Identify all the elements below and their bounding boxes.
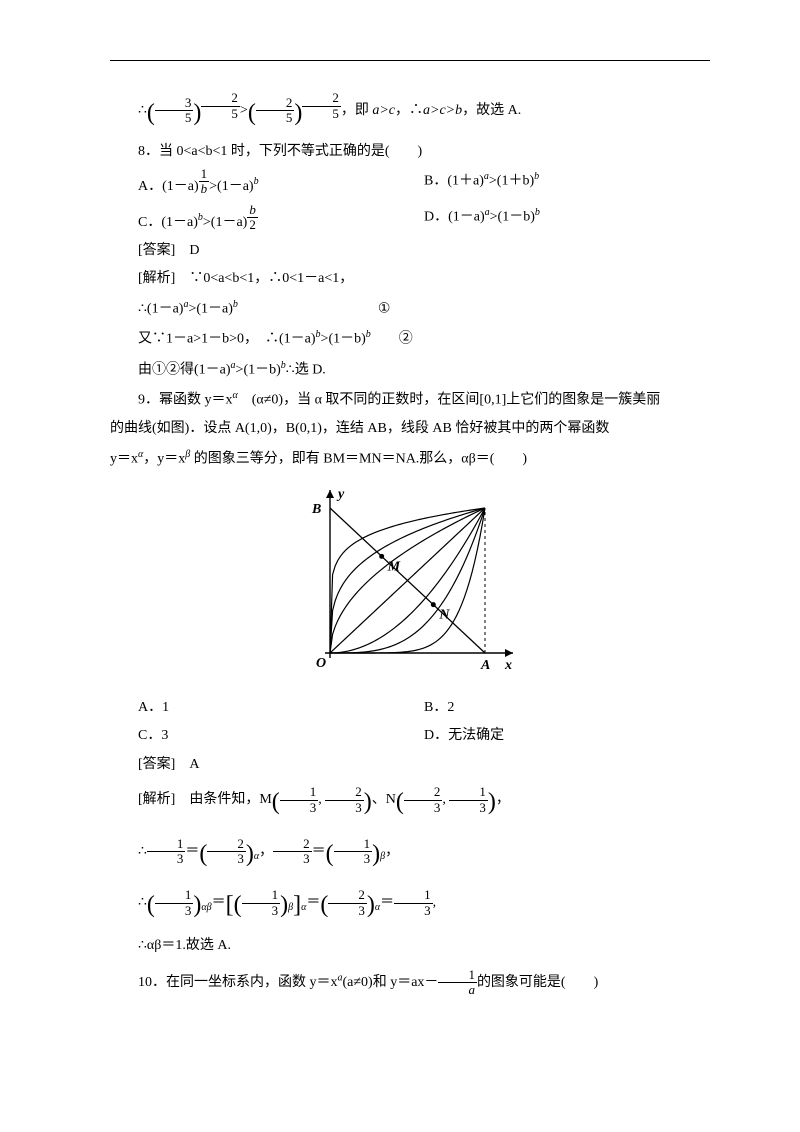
q8-expl-2: ∴(1－a)a>(1－a)b① [110,295,710,323]
q10-s1: 10．在同一坐标系内，函数 y＝x [138,975,338,990]
q8-e3-pre: 又∵1－a>1－b>0， ∴(1－a) [138,332,316,347]
therefore: ∴ [138,103,147,118]
svg-text:x: x [504,658,512,673]
q8b-mid: >(1＋b) [489,174,534,189]
q7-tail: ∴(35)25>(25)25，即 a>c，∴a>c>b，故选 A. [110,91,710,137]
top-rule [110,60,710,61]
q9-expl-1: [解析] 由条件知，M(13, 23)、N(23, 13)， [110,780,710,826]
q9-option-a: A．1 [110,695,424,722]
q8d-mid: >(1－b) [490,209,535,224]
q8-option-c: C．(1－a)b>(1－a)b2 [110,203,424,236]
q8-option-b: B．(1＋a)a>(1＋b)b [424,167,710,200]
svg-text:B: B [311,502,321,517]
q9-tail1: ， [496,792,510,807]
q9-answer: [答案] A [110,752,710,779]
q8b-e2: b [534,171,539,182]
svg-text:M: M [387,559,401,574]
q8d-pre: D．(1－a) [424,209,485,224]
q8-option-d: D．(1－a)a>(1－b)b [424,203,710,236]
q8-e2-pre: ∴(1－a) [138,302,183,317]
q8-e2-e2: b [233,299,238,310]
q8c-mid: >(1－a) [203,214,247,229]
q7-text3: ，故选 A. [462,103,521,118]
q9-s4b: ，y＝x [143,451,185,466]
q8a-exp2: b [254,176,259,187]
q10-stem: 10．在同一坐标系内，函数 y＝xa(a≠0)和 y＝ax－1a的图象可能是( … [110,968,710,998]
q8-e3-mid: >(1－b) [321,332,366,347]
q9-stem-line3: y＝xα，y＝xβ 的图象三等分，即有 BM＝MN＝NA.那么，αβ＝( ) [110,445,710,473]
q8d-e2: b [535,207,540,218]
q9-option-c: C．3 [110,723,424,750]
q8-ans-val: D [189,243,199,258]
q9-expl-label: [解析] [138,792,175,807]
q9-stem-line1: 9．幂函数 y＝xα (α≠0)，当 α 取不同的正数时，在区间[0,1]上它们… [110,386,710,414]
svg-text:A: A [480,658,490,673]
q8-expl-label: [解析] [138,271,175,286]
q9-expl1a: 由条件知，M [189,792,271,807]
q7-rel2: a>c>b [423,103,462,118]
svg-text:O: O [316,656,326,671]
q7-text1: ，即 [341,103,373,118]
q10-s2: (a≠0)和 y＝ax－ [343,975,439,990]
q9-stem-line2: 的曲线(如图)．设点 A(1,0)，B(0,1)，连结 AB，线段 AB 恰好被… [110,416,710,443]
q9-expl-4: ∴αβ＝1.故选 A. [110,933,710,960]
q9-s1: 9．幂函数 y＝x [138,392,233,407]
q8-e3-e2: b [366,329,371,340]
q8-expl-4: 由①②得(1－a)a>(1－b)b∴选 D. [110,356,710,384]
q8-expl-3: 又∵1－a>1－b>0， ∴(1－a)b>(1－b)b ② [110,325,710,353]
q8-e4-tail: ∴选 D. [286,362,326,377]
q8-expl1-text: ∵0<a<b<1，∴0<1－a<1， [189,271,353,286]
q9-ans-val: A [189,757,199,772]
q8-e2-mid: >(1－a) [188,302,232,317]
q8-option-a: A．(1－a)1b>(1－a)b [110,167,424,200]
q8-e4-pre: 由①②得(1－a) [138,362,231,377]
q9-option-d: D．无法确定 [424,723,710,750]
q8-circ1: ① [378,302,391,317]
q9-option-b: B．2 [424,695,710,722]
q8-circ2: ② [399,332,413,347]
svg-text:N: N [438,608,450,623]
q8-ans-label: [答案] [138,243,175,258]
q8c-pre: C．(1－a) [138,214,198,229]
q9-expl-3: ∴(13)αβ＝[(13)β]α＝(23)α＝13, [110,883,710,929]
q8-stem: 8．当 0<a<b<1 时，下列不等式正确的是( ) [110,139,710,166]
q8a-pre: A．(1－a) [138,179,199,194]
svg-text:y: y [336,487,345,502]
q9-sep: 、N [372,792,396,807]
q9-figure: O A Bx y M N [110,483,710,689]
q7-text2: ，∴ [395,103,423,118]
q8b-pre: B．(1＋a) [424,174,484,189]
q9-s2: (α≠0)，当 α 取不同的正数时，在区间[0,1]上它们的图象是一簇美丽 [238,392,661,407]
q9-expl-2: ∴13＝(23)α，23＝(13)β， [110,832,710,878]
q8-expl-1: [解析] ∵0<a<b<1，∴0<1－a<1， [110,266,710,293]
q10-s3: 的图象可能是( ) [477,975,598,990]
q7-rel1: a>c [372,103,395,118]
q9-s4c: 的图象三等分，即有 BM＝MN＝NA.那么，αβ＝( ) [190,451,527,466]
q9-ans-label: [答案] [138,757,175,772]
q8a-mid: >(1－a) [209,179,253,194]
q8-answer: [答案] D [110,238,710,265]
q9-s4a: y＝x [110,451,138,466]
q8-e4-mid: >(1－b) [236,362,281,377]
